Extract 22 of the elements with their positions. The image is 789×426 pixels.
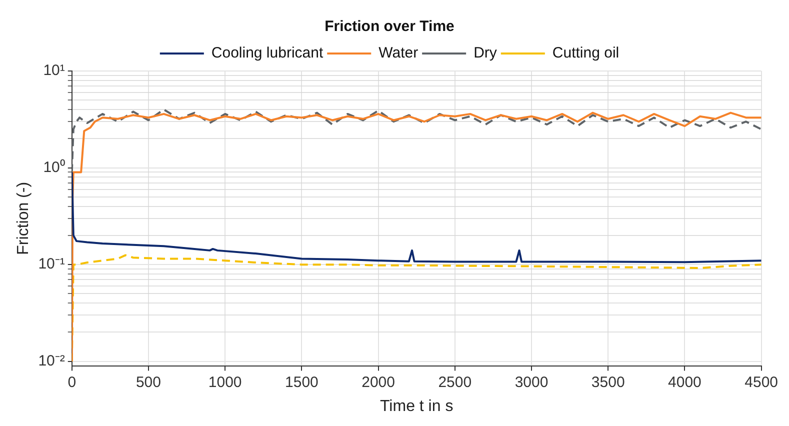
x-tick-label: 500 [136, 374, 161, 391]
x-tick-label: 4500 [744, 374, 778, 391]
line-series [72, 108, 762, 174]
y-tick-label: 10⁰ [43, 158, 65, 176]
x-tick-label: 4000 [668, 374, 702, 391]
y-tick-label: 10⁻² [38, 352, 65, 370]
x-axis-title: Time t in s [380, 398, 454, 415]
legend-label: Cutting oil [552, 44, 620, 62]
legend-label: Dry [474, 44, 498, 62]
y-tick-label: 10¹ [43, 62, 65, 80]
x-tick-label: 1000 [208, 374, 242, 391]
legend-label: Cooling lubricant [211, 44, 324, 62]
legend-label: Water [378, 44, 418, 62]
x-tick-label: 3000 [514, 374, 548, 391]
x-tick-label: 1500 [285, 374, 318, 391]
chart-title: Friction over Time [324, 18, 454, 36]
x-tick-label: 2000 [362, 374, 395, 391]
y-axis-title: Friction (-) [15, 182, 32, 255]
y-tick-label: 10⁻¹ [38, 256, 65, 273]
x-tick-label: 0 [68, 374, 76, 391]
x-tick-label: 2500 [438, 374, 472, 391]
x-tick-label: 3500 [591, 374, 625, 391]
